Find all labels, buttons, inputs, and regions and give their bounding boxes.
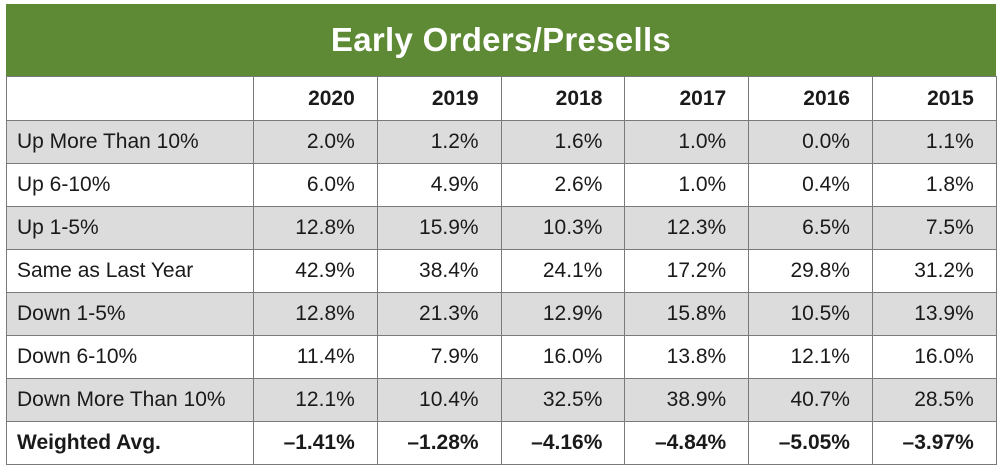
table-cell: 12.3% [624, 206, 750, 250]
table-cell: 1.1% [871, 120, 997, 164]
column-header: 2020 [253, 76, 378, 121]
table-cell: 38.4% [376, 249, 502, 293]
table-cell: 42.9% [253, 249, 378, 293]
table-row: Same as Last Year 42.9% 38.4% 24.1% 17.2% 29.… [6, 249, 997, 293]
table-cell: 10.4% [376, 378, 502, 422]
table-row: Down 1-5% 12.8% 21.3% 12.9% 15.8% 10.5% 13.9% [6, 292, 997, 336]
table-cell: 7.9% [376, 335, 502, 379]
table-title: Early Orders/Presells [6, 4, 996, 76]
table-cell: –1.28% [376, 421, 502, 465]
table-cell: 17.2% [624, 249, 750, 293]
table-cell: 7.5% [871, 206, 997, 250]
table-cell: 11.4% [253, 335, 378, 379]
row-label: Down 1-5% [6, 292, 254, 336]
table-row: Up 6-10% 6.0% 4.9% 2.6% 1.0% 0.4% 1.8% [6, 163, 997, 207]
table-cell: 1.8% [871, 163, 997, 207]
table-cell: 4.9% [376, 163, 502, 207]
table-cell: 15.8% [624, 292, 750, 336]
table-cell: 13.8% [624, 335, 750, 379]
data-table: 2020 2019 2018 2017 2016 2015 Up More Than 10… [6, 76, 997, 465]
table-row: Down More Than 10% 12.1% 10.4% 32.5% 38.9% 40… [6, 378, 997, 422]
table-cell: 1.0% [624, 120, 750, 164]
table-cell: 15.9% [376, 206, 502, 250]
table-cell: 28.5% [871, 378, 997, 422]
table-cell: 12.8% [253, 292, 378, 336]
table-cell: –1.41% [253, 421, 378, 465]
table-cell: 38.9% [624, 378, 750, 422]
table-cell: 2.6% [500, 163, 626, 207]
table-cell: 21.3% [376, 292, 502, 336]
row-label: Down More Than 10% [6, 378, 254, 422]
table-cell: 1.6% [500, 120, 626, 164]
table-cell: 12.1% [253, 378, 378, 422]
column-header: 2015 [871, 76, 997, 121]
table-row: Down 6-10% 11.4% 7.9% 16.0% 13.8% 12.1% 16.0% [6, 335, 997, 379]
table-row: Up More Than 10% 2.0% 1.2% 1.6% 1.0% 0.0% 1.1% [6, 120, 997, 164]
header-row: 2020 2019 2018 2017 2016 2015 [6, 76, 997, 121]
table-cell: 0.0% [748, 120, 873, 164]
row-label: Up 1-5% [6, 206, 254, 250]
table-cell: 12.9% [500, 292, 626, 336]
table-cell: 12.8% [253, 206, 378, 250]
table-cell: 16.0% [871, 335, 997, 379]
row-label: Up 6-10% [6, 163, 254, 207]
column-header: 2019 [376, 76, 502, 121]
table-cell: 32.5% [500, 378, 626, 422]
table-cell: 40.7% [748, 378, 873, 422]
table-cell: 10.3% [500, 206, 626, 250]
table-cell: 0.4% [748, 163, 873, 207]
table-cell: 6.0% [253, 163, 378, 207]
header-corner-cell [6, 76, 254, 121]
table-cell: 1.2% [376, 120, 502, 164]
table-cell: 12.1% [748, 335, 873, 379]
table-body: Up More Than 10% 2.0% 1.2% 1.6% 1.0% 0.0% 1.1%… [6, 120, 997, 465]
table-cell: 16.0% [500, 335, 626, 379]
column-header: 2017 [624, 76, 750, 121]
table-cell: –4.16% [500, 421, 626, 465]
table-cell: 31.2% [871, 249, 997, 293]
row-label: Up More Than 10% [6, 120, 254, 164]
row-label: Weighted Avg. [6, 421, 254, 465]
table-cell: –5.05% [748, 421, 873, 465]
table-row: Up 1-5% 12.8% 15.9% 10.3% 12.3% 6.5% 7.5% [6, 206, 997, 250]
table-cell: 6.5% [748, 206, 873, 250]
row-label: Same as Last Year [6, 249, 254, 293]
table-cell: –3.97% [871, 421, 997, 465]
total-row: Weighted Avg. –1.41% –1.28% –4.16% –4.84% –5.… [6, 421, 997, 465]
table-cell: 2.0% [253, 120, 378, 164]
table-cell: 24.1% [500, 249, 626, 293]
column-header: 2016 [748, 76, 873, 121]
table-cell: 1.0% [624, 163, 750, 207]
column-header: 2018 [500, 76, 626, 121]
table-cell: –4.84% [624, 421, 750, 465]
row-label: Down 6-10% [6, 335, 254, 379]
table-cell: 13.9% [871, 292, 997, 336]
table-cell: 10.5% [748, 292, 873, 336]
table-cell: 29.8% [748, 249, 873, 293]
